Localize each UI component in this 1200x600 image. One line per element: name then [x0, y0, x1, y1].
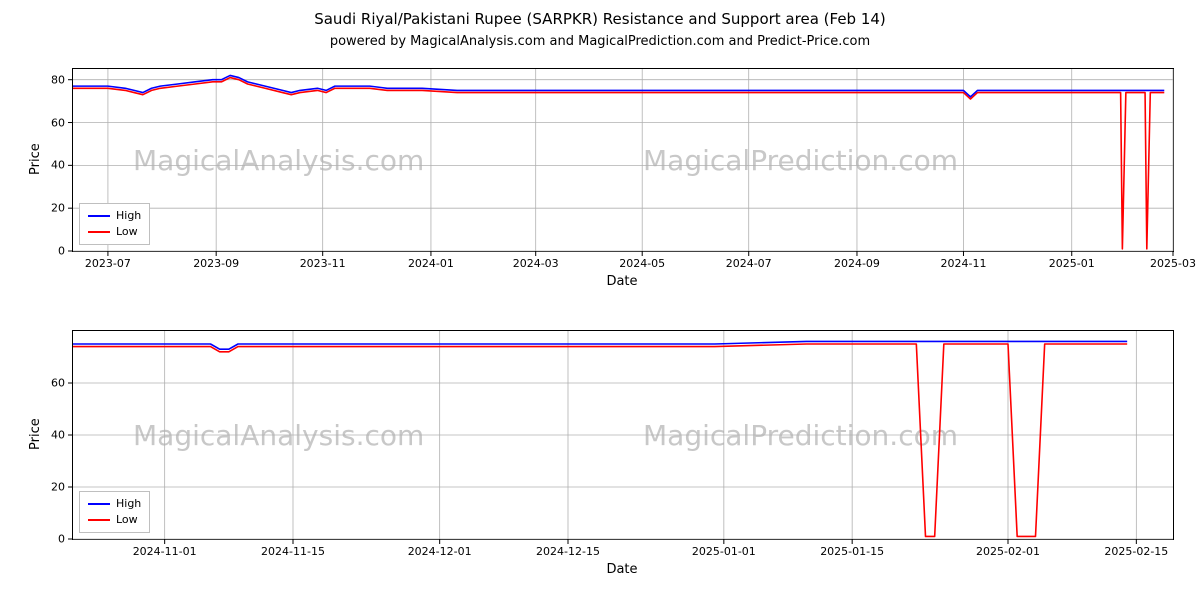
- y-axis-label: Price: [28, 143, 43, 175]
- y-tick-label: 40: [51, 159, 65, 172]
- x-tick-label: 2024-03: [513, 257, 559, 270]
- chart-panel-top: MagicalAnalysis.com MagicalPrediction.co…: [72, 68, 1174, 252]
- legend-item-low: Low: [88, 512, 141, 528]
- y-tick-label: 60: [51, 377, 65, 390]
- legend-swatch-low: [88, 231, 110, 233]
- x-tick-label: 2024-09: [834, 257, 880, 270]
- x-tick-label: 2025-02-01: [976, 545, 1040, 558]
- x-axis-label: Date: [72, 274, 1172, 289]
- x-tick-label: 2024-12-01: [408, 545, 472, 558]
- y-tick-label: 0: [58, 245, 65, 258]
- legend: High Low: [79, 203, 150, 245]
- x-tick-label: 2023-11: [300, 257, 346, 270]
- x-tick-label: 2024-05: [619, 257, 665, 270]
- chart-title: Saudi Riyal/Pakistani Rupee (SARPKR) Res…: [0, 10, 1200, 28]
- y-tick-label: 40: [51, 429, 65, 442]
- x-tick-label: 2024-01: [408, 257, 454, 270]
- legend-swatch-high: [88, 215, 110, 217]
- x-tick-label: 2024-11-01: [133, 545, 197, 558]
- y-tick-label: 60: [51, 116, 65, 129]
- legend-label: Low: [116, 512, 138, 528]
- legend-swatch-low: [88, 519, 110, 521]
- legend-swatch-high: [88, 503, 110, 505]
- chart-panel-bottom: MagicalAnalysis.com MagicalPrediction.co…: [72, 330, 1174, 540]
- x-tick-label: 2024-12-15: [536, 545, 600, 558]
- legend-item-high: High: [88, 208, 141, 224]
- legend-label: High: [116, 208, 141, 224]
- chart-plot-bottom: [73, 331, 1173, 539]
- legend-label: High: [116, 496, 141, 512]
- x-tick-label: 2024-07: [726, 257, 772, 270]
- x-tick-label: 2025-01-01: [692, 545, 756, 558]
- y-tick-label: 80: [51, 73, 65, 86]
- chart-subtitle: powered by MagicalAnalysis.com and Magic…: [0, 34, 1200, 49]
- x-tick-label: 2024-11-15: [261, 545, 325, 558]
- legend-item-low: Low: [88, 224, 141, 240]
- x-axis-label: Date: [72, 562, 1172, 577]
- figure: Saudi Riyal/Pakistani Rupee (SARPKR) Res…: [0, 0, 1200, 600]
- x-tick-label: 2023-07: [85, 257, 131, 270]
- y-tick-label: 0: [58, 533, 65, 546]
- y-axis-label: Price: [28, 418, 43, 450]
- x-tick-label: 2025-03: [1150, 257, 1196, 270]
- legend-item-high: High: [88, 496, 141, 512]
- legend-label: Low: [116, 224, 138, 240]
- x-tick-label: 2023-09: [193, 257, 239, 270]
- legend: High Low: [79, 491, 150, 533]
- y-tick-label: 20: [51, 481, 65, 494]
- y-tick-label: 20: [51, 202, 65, 215]
- x-tick-label: 2025-01: [1049, 257, 1095, 270]
- x-tick-label: 2025-02-15: [1104, 545, 1168, 558]
- x-tick-label: 2024-11: [940, 257, 986, 270]
- x-tick-label: 2025-01-15: [820, 545, 884, 558]
- chart-plot-top: [73, 69, 1173, 251]
